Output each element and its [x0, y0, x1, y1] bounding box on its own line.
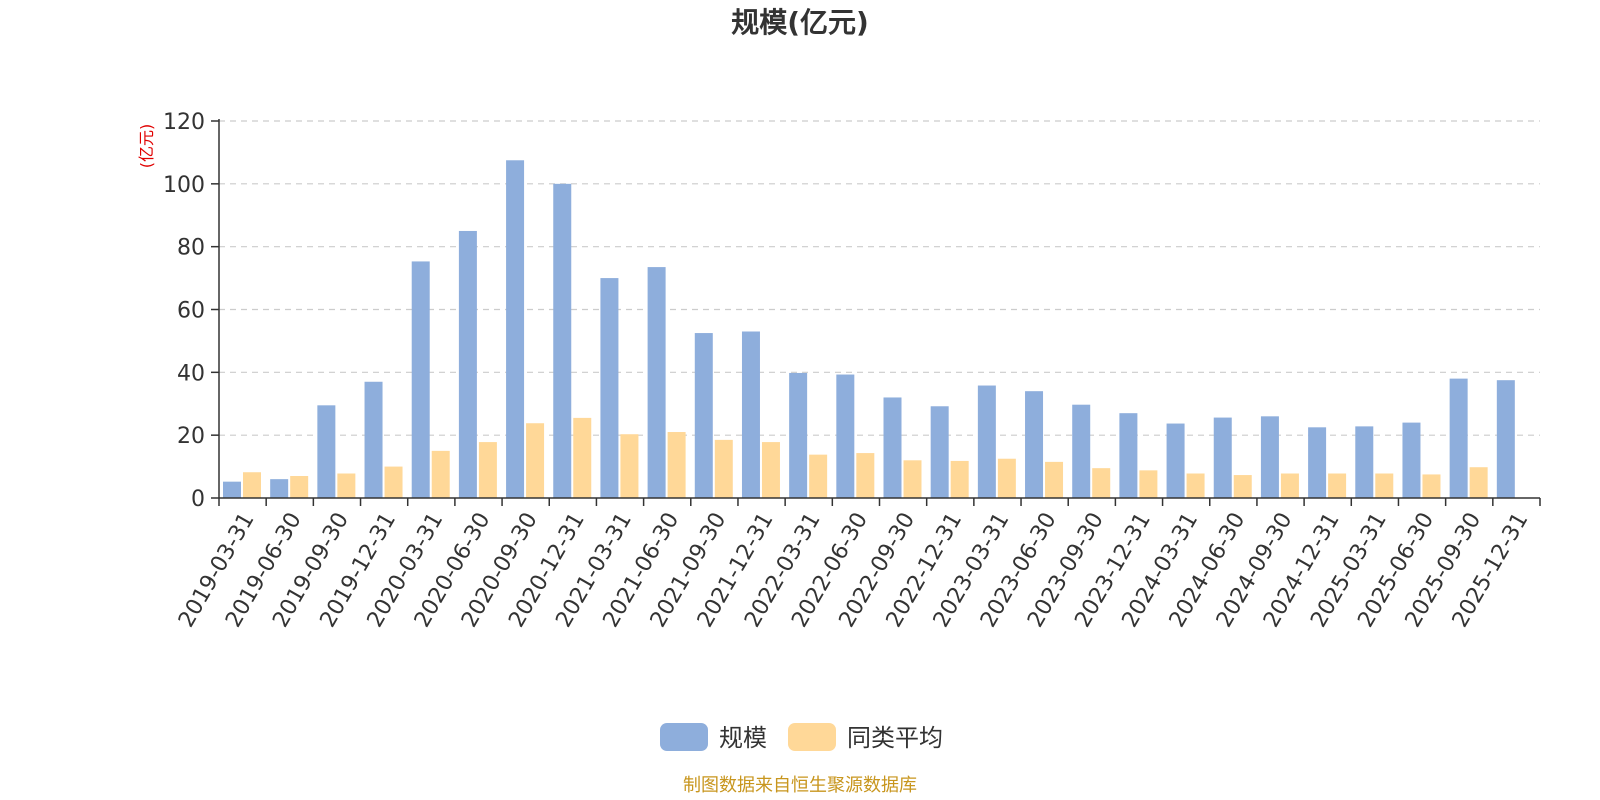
y-tick-label: 60 [177, 299, 205, 324]
bar-peer-average[interactable] [997, 458, 1016, 498]
y-tick-label: 80 [177, 236, 205, 261]
bar-scale[interactable] [1449, 378, 1468, 498]
bar-peer-average[interactable] [431, 450, 450, 498]
bar-peer-average[interactable] [290, 476, 309, 498]
y-tick-label: 120 [163, 110, 205, 135]
bar-peer-average[interactable] [573, 417, 592, 498]
legend-swatch [788, 723, 836, 751]
legend-label: 同类平均 [847, 724, 943, 752]
bar-scale[interactable] [411, 261, 430, 498]
y-tick-label: 100 [163, 173, 205, 198]
bar-scale[interactable] [647, 267, 666, 498]
bar-peer-average[interactable] [526, 423, 545, 498]
bar-peer-average[interactable] [1045, 461, 1064, 498]
bar-scale[interactable] [883, 397, 902, 498]
bar-scale[interactable] [1025, 391, 1044, 498]
source-footer: 制图数据来自恒生聚源数据库 [683, 775, 917, 796]
y-axis-unit-label: (亿元) [137, 124, 156, 169]
bar-peer-average[interactable] [809, 454, 828, 498]
bar-scale[interactable] [553, 183, 572, 499]
bar-peer-average[interactable] [903, 460, 922, 498]
bar-peer-average[interactable] [667, 432, 686, 498]
bar-peer-average[interactable] [1328, 473, 1347, 498]
bar-peer-average[interactable] [1375, 473, 1394, 498]
chart-title: 规模(亿元) [731, 6, 869, 39]
bar-scale[interactable] [789, 372, 808, 498]
bar-scale[interactable] [694, 333, 713, 498]
bar-scale[interactable] [1213, 417, 1232, 498]
bar-peer-average[interactable] [478, 442, 497, 498]
bar-peer-average[interactable] [1280, 473, 1299, 498]
bar-scale[interactable] [600, 278, 619, 498]
y-tick-label: 0 [191, 487, 205, 512]
bar-peer-average[interactable] [620, 434, 639, 498]
bar-scale[interactable] [741, 331, 760, 498]
bar-peer-average[interactable] [714, 439, 733, 498]
legend-item-scale[interactable]: 规模 [660, 723, 767, 752]
bar-peer-average[interactable] [1422, 474, 1441, 498]
y-axis: 0 20 40 60 80 100 120 [163, 110, 220, 512]
y-tick-label: 40 [177, 361, 205, 386]
bar-scale[interactable] [364, 381, 383, 498]
bar-scale[interactable] [930, 406, 949, 498]
x-axis: 2019-03-312019-06-302019-09-302019-12-31… [174, 497, 1541, 632]
bar-scale[interactable] [317, 405, 336, 498]
bar-scale[interactable] [1355, 426, 1374, 498]
bar-scale[interactable] [1119, 413, 1138, 498]
bar-peer-average[interactable] [1139, 470, 1158, 498]
bar-peer-average[interactable] [856, 453, 875, 498]
bar-scale[interactable] [1072, 404, 1091, 498]
legend: 规模 同类平均 [660, 723, 943, 752]
bar-scale[interactable] [1260, 416, 1279, 498]
bar-scale[interactable] [1308, 427, 1327, 498]
bar-peer-average[interactable] [1186, 473, 1205, 498]
legend-label: 规模 [719, 724, 767, 752]
bar-scale[interactable] [223, 481, 241, 498]
legend-swatch [660, 723, 708, 751]
bar-scale[interactable] [977, 385, 996, 498]
bars [223, 160, 1515, 499]
bar-scale[interactable] [270, 479, 289, 498]
bar-scale[interactable] [1166, 423, 1185, 498]
bar-peer-average[interactable] [761, 442, 780, 498]
bar-peer-average[interactable] [1469, 467, 1488, 498]
bar-scale[interactable] [458, 230, 477, 499]
bar-peer-average[interactable] [950, 460, 969, 498]
bar-peer-average[interactable] [337, 473, 356, 498]
bar-peer-average[interactable] [1092, 468, 1111, 498]
bar-peer-average[interactable] [1233, 475, 1252, 498]
y-tick-label: 20 [177, 424, 205, 449]
legend-item-peer-average[interactable]: 同类平均 [788, 723, 943, 752]
bar-scale[interactable] [506, 160, 525, 499]
bar-scale[interactable] [836, 374, 855, 498]
bar-scale[interactable] [1402, 422, 1421, 498]
bar-scale[interactable] [1496, 380, 1515, 498]
bar-peer-average[interactable] [243, 472, 261, 498]
bar-peer-average[interactable] [384, 466, 403, 498]
